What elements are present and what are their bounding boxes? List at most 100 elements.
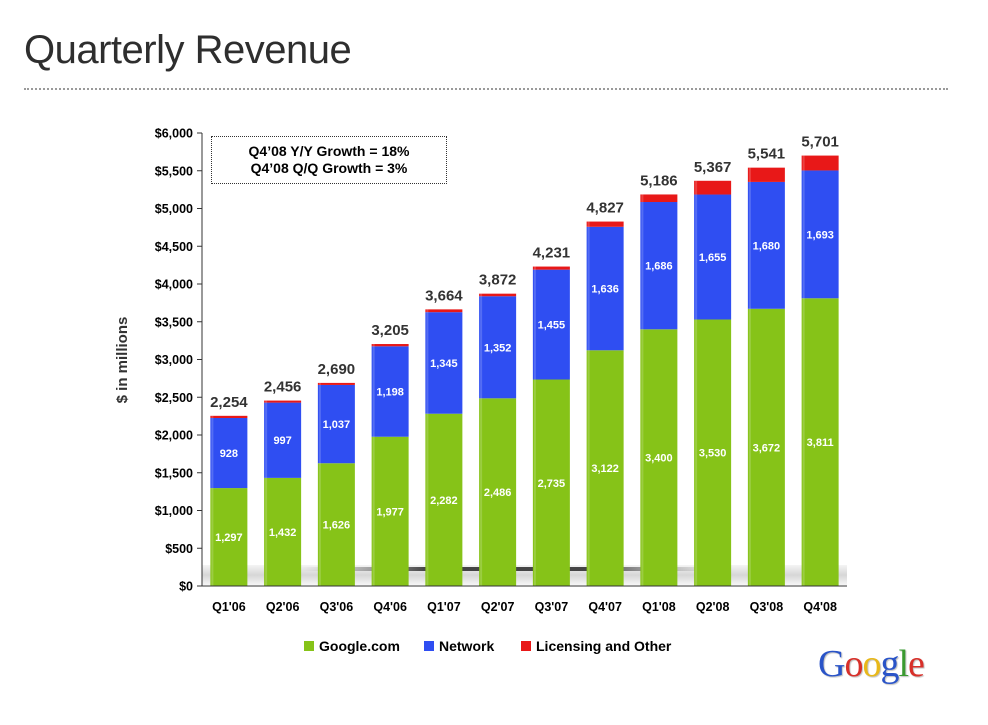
logo-letter: e xyxy=(908,643,925,685)
total-label: 3,664 xyxy=(425,287,463,304)
bar-licensing-and-other xyxy=(801,155,839,171)
y-tick-label: $0 xyxy=(179,580,193,594)
bar-network xyxy=(586,226,624,351)
y-tick-label: $5,000 xyxy=(155,202,193,216)
x-tick-label: Q1'07 xyxy=(427,600,461,614)
x-tick-label: Q3'08 xyxy=(750,600,784,614)
bar-highlight xyxy=(533,266,536,586)
bar-network xyxy=(210,418,248,489)
total-label: 4,231 xyxy=(533,245,571,262)
total-label: 5,541 xyxy=(748,146,786,163)
bar-highlight xyxy=(372,344,375,586)
segment-label: 3,530 xyxy=(699,448,727,460)
bar-google-com xyxy=(747,308,785,586)
y-tick-label: $1,000 xyxy=(155,504,193,518)
x-tick-label: Q4'08 xyxy=(803,600,837,614)
x-tick-label: Q2'06 xyxy=(266,600,300,614)
segment-label: 1,636 xyxy=(591,284,619,296)
total-label: 5,701 xyxy=(801,134,839,151)
segment-label: 1,432 xyxy=(269,527,297,539)
segment-label: 1,655 xyxy=(699,252,727,264)
bar-network xyxy=(479,296,517,399)
bar-licensing-and-other xyxy=(210,415,248,419)
yoy-growth: Q4’08 Y/Y Growth = 18% xyxy=(248,143,410,159)
bar-google-com xyxy=(694,319,732,586)
bar-highlight xyxy=(641,194,644,586)
bar-highlight xyxy=(748,167,751,587)
bar-licensing-and-other xyxy=(371,344,409,347)
legend-swatch-network xyxy=(424,641,434,651)
y-tick-label: $500 xyxy=(165,542,193,556)
total-label: 3,205 xyxy=(371,322,409,339)
x-tick-label: Q2'08 xyxy=(696,600,730,614)
segment-label: 2,486 xyxy=(484,487,512,499)
logo-letter: o xyxy=(844,643,863,685)
y-axis-label: $ in millions xyxy=(114,317,131,404)
legend-swatch-google-com xyxy=(304,641,314,651)
x-axis: Q1'06 Q2'06 Q3'06 Q4'06 Q1'07 Q2'07 Q3'07 Q4'07… xyxy=(202,585,847,614)
segment-label: 1,297 xyxy=(215,532,243,544)
bar-network xyxy=(640,202,678,330)
segment-label: 997 xyxy=(273,435,291,447)
total-label: 5,186 xyxy=(640,172,678,189)
total-label: 2,254 xyxy=(210,394,248,411)
segment-label: 1,626 xyxy=(323,520,351,532)
segment-label: 1,680 xyxy=(753,240,781,252)
page-title: Quarterly Revenue xyxy=(24,28,352,72)
bar-network xyxy=(425,312,463,414)
bar-licensing-and-other xyxy=(532,266,570,270)
x-tick-label: Q4'07 xyxy=(588,600,622,614)
y-tick-label: $3,500 xyxy=(155,315,193,329)
segment-label: 1,686 xyxy=(645,261,673,273)
segment-label: 928 xyxy=(220,448,238,460)
segment-label: 3,811 xyxy=(807,437,834,449)
bar-highlight xyxy=(695,180,698,586)
bar-network xyxy=(532,269,570,380)
segment-label: 2,282 xyxy=(430,495,458,507)
bar-highlight xyxy=(480,293,483,586)
legend-label-google-com: Google.com xyxy=(319,638,400,654)
bar-google-com xyxy=(210,488,248,586)
x-tick-label: Q1'08 xyxy=(642,600,676,614)
bar-google-com xyxy=(264,477,302,586)
bar-google-com xyxy=(532,379,570,586)
bar-licensing-and-other xyxy=(747,167,785,182)
bar-highlight xyxy=(265,400,268,586)
y-axis: $0 $500 $1,000 $1,500 $2,000 $2,500 $3,000 $3,5… xyxy=(155,127,203,594)
total-label: 4,827 xyxy=(586,200,624,217)
bars: 1,297 928 2,254 1,432 997 2,456 1,626 1,037 2,69… xyxy=(210,134,839,587)
bar-network xyxy=(317,384,355,464)
bar-network xyxy=(747,181,785,309)
x-tick-label: Q4'06 xyxy=(373,600,407,614)
total-label: 2,456 xyxy=(264,379,302,396)
logo-letter: o xyxy=(862,643,881,685)
bar-licensing-and-other xyxy=(317,382,355,385)
x-tick-label: Q3'06 xyxy=(320,600,354,614)
legend-swatch-licensing xyxy=(521,641,531,651)
bar-licensing-and-other xyxy=(694,180,732,195)
segment-label: 1,198 xyxy=(376,387,404,399)
bar-network xyxy=(801,170,839,299)
bar-google-com xyxy=(586,350,624,586)
bar-highlight xyxy=(802,155,805,586)
growth-callout: Q4’08 Y/Y Growth = 18% Q4’08 Q/Q Growth … xyxy=(211,136,447,184)
segment-label: 1,352 xyxy=(484,342,512,354)
google-logo: Google xyxy=(818,643,925,685)
bar-network xyxy=(694,194,732,320)
bar-network xyxy=(371,346,409,437)
segment-label: 3,122 xyxy=(591,463,619,475)
y-tick-label: $2,500 xyxy=(155,391,193,405)
x-tick-label: Q2'07 xyxy=(481,600,515,614)
segment-label: 1,345 xyxy=(430,358,458,370)
bar-licensing-and-other xyxy=(640,194,678,203)
total-label: 5,367 xyxy=(694,159,732,176)
segment-label: 1,977 xyxy=(376,506,404,518)
total-label: 3,872 xyxy=(479,272,517,289)
y-tick-label: $6,000 xyxy=(155,127,193,141)
y-tick-label: $4,000 xyxy=(155,278,193,292)
segment-label: 1,693 xyxy=(806,229,834,241)
bar-highlight xyxy=(211,415,214,586)
legend-item-network: Network xyxy=(424,638,494,654)
bar-google-com xyxy=(317,463,355,586)
segment-label: 3,400 xyxy=(645,453,673,465)
